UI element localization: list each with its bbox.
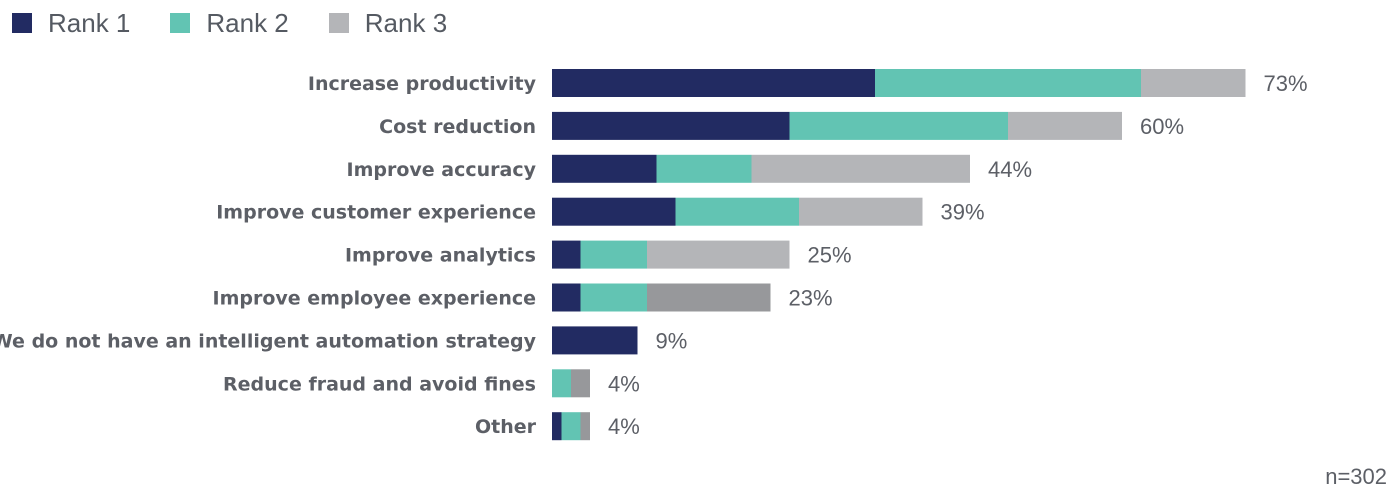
bar-segment-rank-2-improve-analytics xyxy=(580,240,647,269)
chart-legend: Rank 1 Rank 2 Rank 3 xyxy=(12,6,487,40)
bar-segment-rank-1-other xyxy=(552,412,562,441)
legend-label-rank-2: Rank 2 xyxy=(206,7,289,38)
bar-segment-rank-3-reduce-fraud-and-avoid-fines xyxy=(571,369,590,398)
bar-segment-rank-3-improve-employee-experience xyxy=(647,283,771,312)
total-label-we-do-not-have-an-intelligent-automation-strategy: 9% xyxy=(656,328,688,353)
total-label-improve-analytics: 25% xyxy=(808,243,852,268)
category-label-improve-customer-experience: Improve customer experience xyxy=(216,202,536,224)
bar-segment-rank-1-improve-employee-experience xyxy=(552,283,581,312)
total-label-increase-productivity: 73% xyxy=(1264,71,1308,96)
bar-segment-rank-3-increase-productivity xyxy=(1141,69,1246,97)
legend-label-rank-1: Rank 1 xyxy=(48,7,131,38)
bar-segment-rank-3-cost-reduction xyxy=(1008,111,1122,140)
category-label-increase-productivity: Increase productivity xyxy=(308,73,537,95)
bar-segment-rank-1-increase-productivity xyxy=(552,69,875,97)
bar-segment-rank-2-improve-customer-experience xyxy=(675,197,799,226)
bar-segment-rank-2-reduce-fraud-and-avoid-fines xyxy=(552,369,571,398)
total-label-improve-customer-experience: 39% xyxy=(941,200,985,225)
total-label-cost-reduction: 60% xyxy=(1140,114,1184,139)
bar-segment-rank-1-cost-reduction xyxy=(552,111,790,140)
sample-size-footnote: n=302 xyxy=(1325,464,1387,489)
category-label-reduce-fraud-and-avoid-fines: Reduce fraud and avoid fines xyxy=(223,373,536,395)
category-label-improve-analytics: Improve analytics xyxy=(345,245,536,267)
bar-segment-rank-3-other xyxy=(580,412,590,441)
bar-segment-rank-2-improve-employee-experience xyxy=(580,283,647,312)
category-label-improve-employee-experience: Improve employee experience xyxy=(213,288,536,310)
bar-segment-rank-3-improve-customer-experience xyxy=(799,197,923,226)
total-label-improve-employee-experience: 23% xyxy=(789,286,833,311)
bar-segment-rank-2-improve-accuracy xyxy=(656,154,752,183)
bar-segment-rank-1-improve-accuracy xyxy=(552,154,657,183)
legend-swatch-rank-1 xyxy=(12,13,32,33)
legend-swatch-rank-2 xyxy=(170,13,191,33)
total-label-reduce-fraud-and-avoid-fines: 4% xyxy=(608,371,640,396)
bar-segment-rank-2-cost-reduction xyxy=(789,111,1008,140)
bar-segment-rank-3-improve-accuracy xyxy=(751,154,970,183)
bar-segment-rank-1-improve-customer-experience xyxy=(552,197,676,226)
bar-segment-rank-3-improve-analytics xyxy=(647,240,790,269)
bar-segment-rank-2-other xyxy=(561,412,581,441)
legend-item-rank-3: Rank 3 xyxy=(328,7,448,39)
legend-item-rank-1: Rank 1 xyxy=(12,8,130,39)
total-label-other: 4% xyxy=(608,414,640,439)
legend-label-rank-3: Rank 3 xyxy=(364,7,448,38)
total-label-improve-accuracy: 44% xyxy=(988,157,1032,182)
bar-segment-rank-1-improve-analytics xyxy=(552,240,581,269)
legend-item-rank-2: Rank 2 xyxy=(170,7,289,39)
category-label-cost-reduction: Cost reduction xyxy=(379,116,536,138)
category-label-improve-accuracy: Improve accuracy xyxy=(347,159,537,181)
bar-segment-rank-1-we-do-not-have-an-intelligent-automation-strategy xyxy=(552,326,638,355)
category-label-other: Other xyxy=(475,416,537,438)
bar-segment-rank-2-increase-productivity xyxy=(875,69,1141,97)
category-label-we-do-not-have-an-intelligent-automation-strategy: We do not have an intelligent automation… xyxy=(0,330,537,352)
legend-swatch-rank-3 xyxy=(328,13,349,33)
